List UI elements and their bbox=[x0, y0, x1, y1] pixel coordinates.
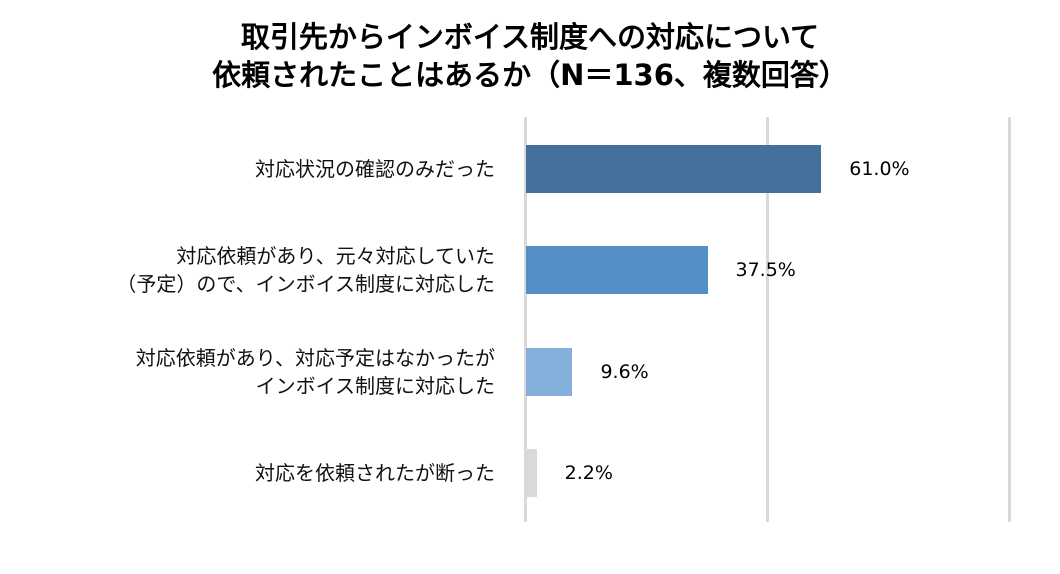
category-label-1: 対応状況の確認のみだった bbox=[255, 157, 495, 181]
category-label-2: 対応依頼があり、元々対応していた （予定）ので、インボイス制度に対応した bbox=[116, 244, 495, 296]
value-label-1: 61.0% bbox=[849, 158, 910, 180]
chart-title-line-2: 依頼されたことはあるか（N＝136、複数回答） bbox=[212, 58, 848, 92]
gridline-100 bbox=[1008, 117, 1011, 522]
chart-title-line-1: 取引先からインボイス制度への対応について bbox=[240, 20, 820, 54]
value-label-2: 37.5% bbox=[735, 259, 796, 281]
category-label-3: 対応依頼があり、対応予定はなかったが インボイス制度に対応した bbox=[135, 346, 495, 398]
bar-4 bbox=[526, 449, 537, 497]
bar-2 bbox=[526, 246, 708, 294]
bar-3 bbox=[526, 348, 573, 396]
bar-1 bbox=[526, 145, 822, 193]
value-label-3: 9.6% bbox=[600, 361, 649, 383]
gridline-50 bbox=[766, 117, 769, 522]
axis-line-0 bbox=[524, 117, 527, 522]
value-label-4: 2.2% bbox=[564, 462, 613, 484]
chart-title: 取引先からインボイス制度への対応について 依頼されたことはあるか（N＝136、複… bbox=[0, 18, 1060, 94]
category-label-4: 対応を依頼されたが断った bbox=[255, 461, 495, 485]
